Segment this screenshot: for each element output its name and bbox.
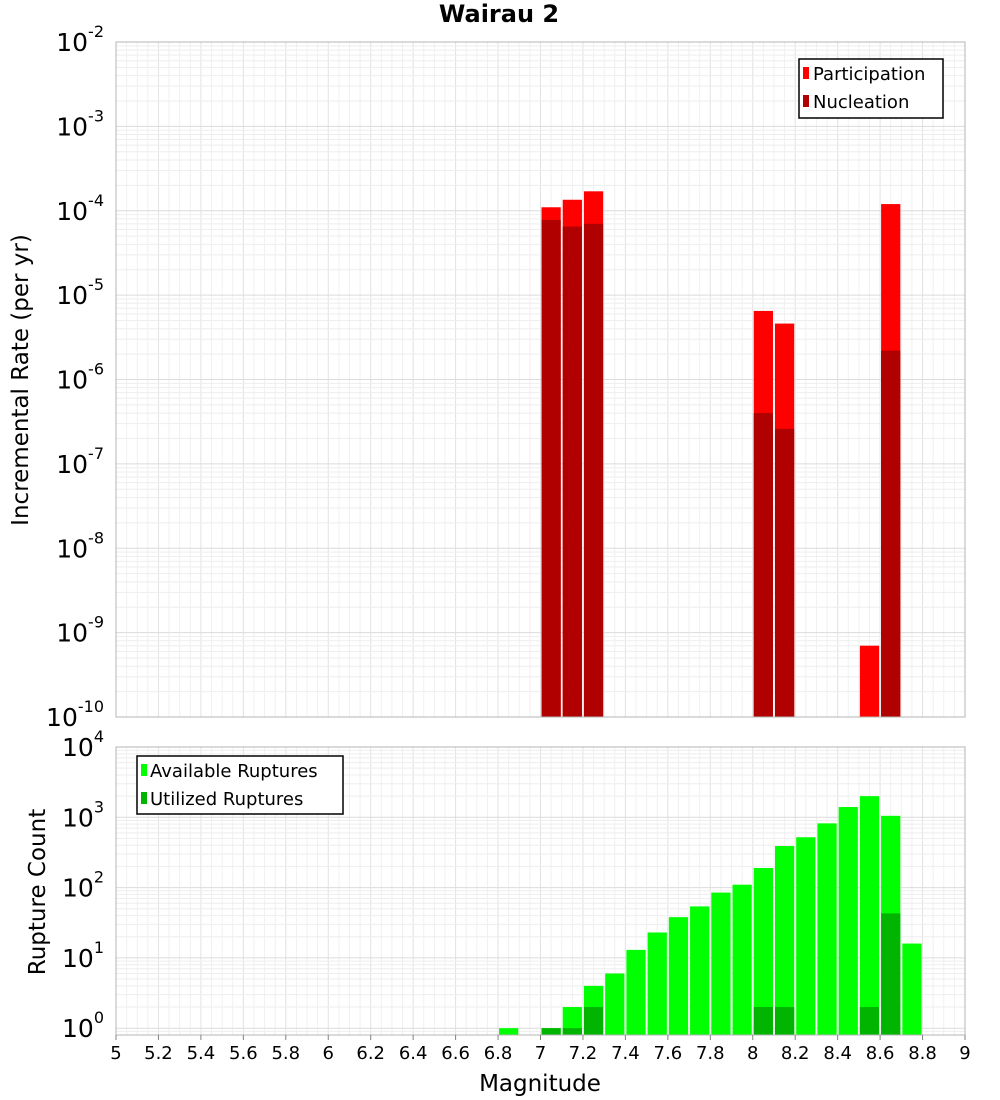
x-tick-label: 5.4 bbox=[187, 1043, 216, 1064]
x-tick-label: 7.8 bbox=[696, 1043, 725, 1064]
x-tick-label: 7 bbox=[535, 1043, 546, 1064]
bar-nucleation bbox=[541, 219, 561, 717]
x-tick-label: 8.8 bbox=[908, 1043, 937, 1064]
x-tick-label: 5 bbox=[110, 1043, 121, 1064]
bar-available bbox=[562, 1007, 582, 1035]
top-gridlines bbox=[115, 41, 966, 718]
bar-utilized bbox=[774, 1007, 795, 1035]
bar-available bbox=[796, 837, 816, 1035]
bar-available bbox=[499, 1028, 519, 1035]
x-tick-label: 6.4 bbox=[399, 1043, 428, 1064]
bottom-y-tick-label: 102 bbox=[62, 868, 104, 903]
bar-utilized bbox=[541, 1028, 561, 1035]
chart-title: Wairau 2 bbox=[439, 0, 559, 28]
bar-available bbox=[753, 867, 773, 1035]
top-y-tick-label: 10-4 bbox=[56, 191, 104, 226]
bottom-bars bbox=[499, 796, 922, 1035]
x-tick-label: 6.8 bbox=[484, 1043, 513, 1064]
top-plot-frame bbox=[115, 41, 966, 718]
bar-available bbox=[817, 823, 837, 1035]
legend-swatch-utilized bbox=[141, 792, 147, 804]
bar-available bbox=[668, 917, 689, 1035]
bar-available bbox=[605, 973, 625, 1035]
bar-utilized bbox=[881, 913, 901, 1035]
top-y-tick-label: 10-6 bbox=[56, 360, 104, 395]
bar-nucleation bbox=[583, 223, 604, 717]
bar-nucleation bbox=[774, 428, 795, 717]
x-tick-label: 9 bbox=[959, 1043, 970, 1064]
x-tick-label: 6 bbox=[323, 1043, 334, 1064]
bar-utilized bbox=[583, 1007, 604, 1035]
top-y-ticks: 10-10 10-9 10-8 10-7 10-6 10-5 10-4 10-3 10-2 bbox=[46, 22, 104, 732]
bar-participation bbox=[859, 645, 880, 717]
bottom-y-tick-label: 101 bbox=[62, 938, 104, 973]
bottom-y-tick-label: 104 bbox=[62, 727, 104, 762]
x-tick-label: 8.2 bbox=[781, 1043, 810, 1064]
top-bars bbox=[541, 191, 901, 718]
bar-available bbox=[732, 884, 752, 1035]
x-tick-label: 7.4 bbox=[611, 1043, 640, 1064]
legend-swatch-participation bbox=[803, 67, 809, 79]
legend-label-available: Available Ruptures bbox=[150, 761, 318, 782]
legend-label-nucleation: Nucleation bbox=[813, 92, 909, 113]
x-tick-label: 8.4 bbox=[823, 1043, 852, 1064]
bar-available bbox=[859, 796, 880, 1035]
x-tick-label: 6.2 bbox=[356, 1043, 385, 1064]
legend-label-participation: Participation bbox=[813, 64, 925, 85]
legend-label-utilized: Utilized Ruptures bbox=[150, 789, 303, 810]
top-y-tick-label: 10-10 bbox=[46, 697, 104, 732]
top-legend: Participation Nucleation bbox=[798, 58, 944, 119]
x-tick-label: 5.6 bbox=[229, 1043, 258, 1064]
top-y-tick-label: 10-2 bbox=[56, 22, 104, 57]
top-y-tick-label: 10-8 bbox=[56, 528, 104, 563]
bar-available bbox=[774, 846, 795, 1035]
top-y-tick-label: 10-9 bbox=[56, 613, 104, 648]
bottom-y-tick-label: 100 bbox=[62, 1008, 104, 1043]
bar-available bbox=[626, 949, 646, 1035]
bar-utilized bbox=[562, 1028, 582, 1035]
top-y-tick-label: 10-3 bbox=[56, 106, 104, 141]
bar-available bbox=[838, 807, 858, 1035]
bottom-y-tick-label: 103 bbox=[62, 797, 104, 832]
top-y-tick-label: 10-7 bbox=[56, 444, 104, 479]
x-tick-label: 8 bbox=[747, 1043, 758, 1064]
legend-swatch-nucleation bbox=[803, 95, 809, 107]
bar-nucleation bbox=[881, 350, 901, 717]
x-tick-label: 7.6 bbox=[654, 1043, 683, 1064]
x-tick-label: 5.2 bbox=[144, 1043, 173, 1064]
x-tick-label: 8.6 bbox=[866, 1043, 895, 1064]
bar-nucleation bbox=[562, 226, 582, 717]
bar-available bbox=[711, 892, 731, 1035]
bar-available bbox=[902, 943, 922, 1035]
bar-utilized bbox=[753, 1007, 773, 1035]
x-tick-label: 7.2 bbox=[569, 1043, 598, 1064]
top-y-tick-label: 10-5 bbox=[56, 275, 104, 310]
top-legend-box bbox=[798, 58, 944, 119]
x-ticks: 5 5.2 5.4 5.6 5.8 6 6.2 6.4 6.6 6.8 7 7.2 7.4 7.6 7.8 8… bbox=[110, 1035, 971, 1064]
legend-swatch-available bbox=[141, 764, 147, 776]
bar-available bbox=[647, 932, 667, 1035]
bottom-legend-box bbox=[136, 755, 344, 815]
x-tick-label: 5.8 bbox=[271, 1043, 300, 1064]
top-y-axis-label: Incremental Rate (per yr) bbox=[8, 234, 34, 526]
bottom-legend: Available Ruptures Utilized Ruptures bbox=[136, 755, 344, 815]
bar-utilized bbox=[859, 1007, 880, 1035]
x-axis-label: Magnitude bbox=[479, 1071, 601, 1097]
bottom-y-axis-label: Rupture Count bbox=[25, 809, 51, 975]
bar-available bbox=[690, 906, 710, 1035]
bottom-y-ticks: 100 101 102 103 104 bbox=[62, 727, 104, 1043]
x-tick-label: 6.6 bbox=[441, 1043, 470, 1064]
bar-nucleation bbox=[753, 413, 773, 717]
